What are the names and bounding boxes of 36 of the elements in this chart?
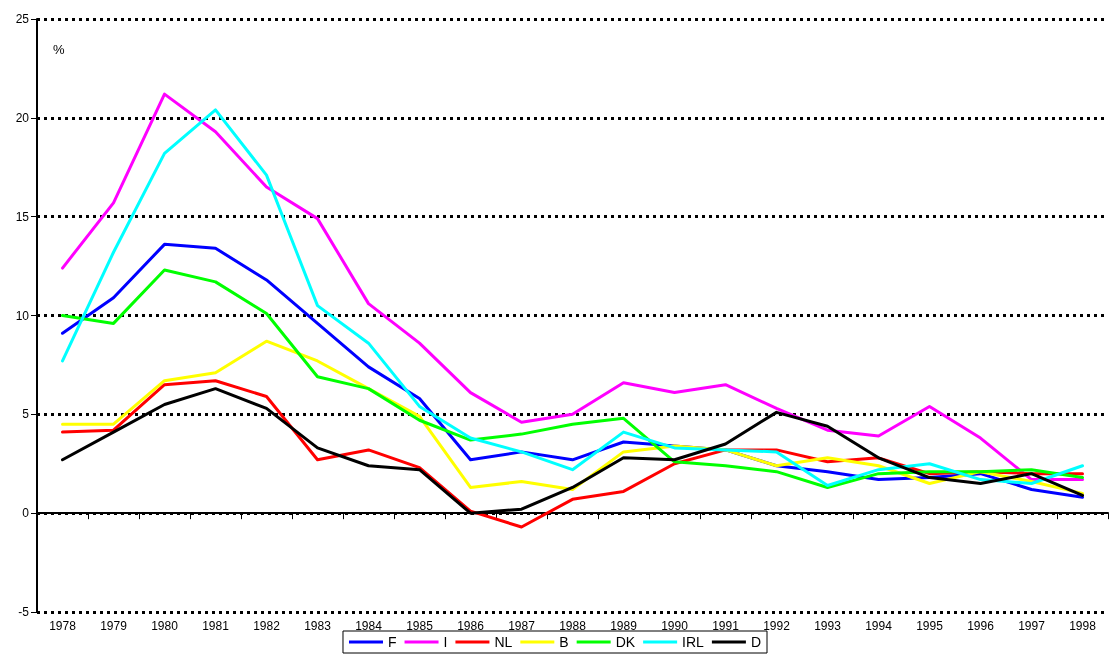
x-tick-label: 1986: [457, 619, 485, 633]
x-tick-label: 1992: [763, 619, 791, 633]
x-tick-label: 1985: [406, 619, 434, 633]
x-tick-label: 1984: [355, 619, 383, 633]
x-tick-label: 1997: [1018, 619, 1046, 633]
x-tick-label: 1987: [508, 619, 536, 633]
x-tick-label: 1983: [304, 619, 332, 633]
x-tick-label: 1989: [610, 619, 638, 633]
y-tick-label: 25: [15, 12, 30, 26]
legend-label: IRL: [682, 634, 705, 650]
y-tick-label: 15: [15, 209, 30, 224]
x-tick-label: 1982: [253, 619, 281, 633]
y-tick-label: 20: [15, 110, 30, 125]
y-tick-label: 0: [22, 506, 30, 521]
x-tick-label: 1988: [559, 619, 587, 633]
y-axis-title: %: [53, 42, 65, 57]
y-tick-label: 5: [22, 407, 30, 422]
x-tick-label: 1979: [100, 619, 128, 633]
x-tick-label: 1993: [814, 619, 842, 633]
x-tick-label: 1994: [865, 619, 893, 633]
x-tick-label: 1980: [151, 619, 179, 633]
x-tick-label: 1996: [967, 619, 995, 633]
x-tick-label: 1978: [49, 619, 77, 633]
legend-label: D: [750, 634, 762, 650]
x-tick-label: 1998: [1069, 619, 1097, 633]
y-tick-label: -5: [18, 605, 30, 619]
y-tick-label: 10: [15, 308, 30, 323]
legend-label: DK: [615, 634, 636, 650]
legend-label: I: [443, 634, 448, 650]
x-tick-label: 1981: [202, 619, 230, 633]
legend-label: B: [559, 634, 569, 650]
x-tick-label: 1995: [916, 619, 944, 633]
x-tick-label: 1990: [661, 619, 689, 633]
legend-label: NL: [494, 634, 513, 650]
x-tick-label: 1991: [712, 619, 740, 633]
legend-label: F: [387, 634, 397, 650]
